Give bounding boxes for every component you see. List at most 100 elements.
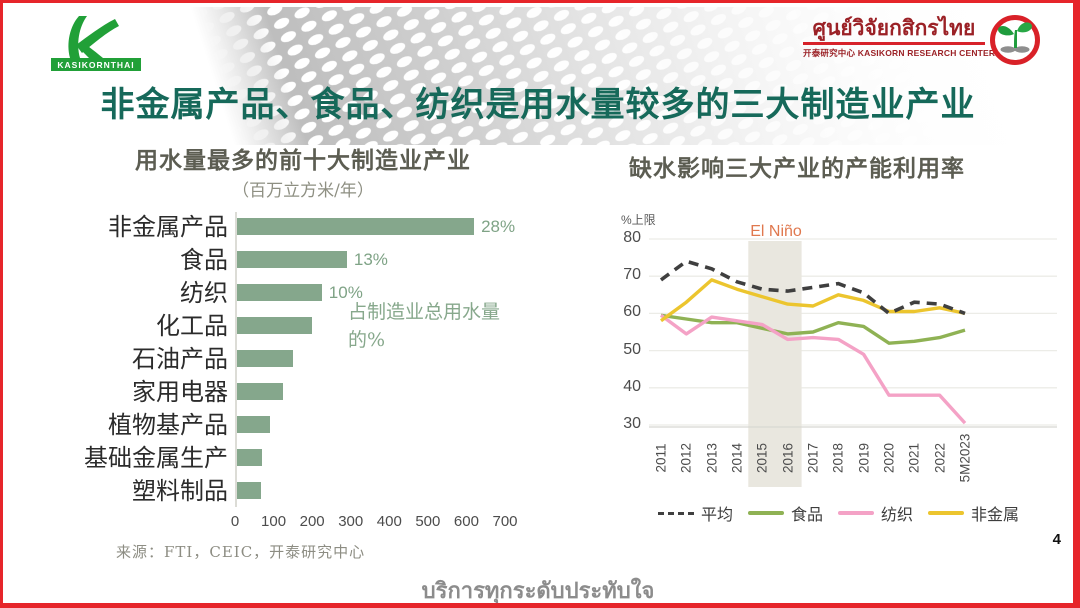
k-glyph-icon	[68, 16, 119, 58]
legend: 平均 食品 纺织 非金属	[601, 501, 1073, 525]
bar-xaxis: 0 100 200 300 400 500 600 700	[58, 507, 548, 533]
bar-category-label: 植物基产品	[108, 410, 228, 439]
series-食品	[660, 313, 966, 345]
bar-category-label: 基础金属生产	[84, 443, 228, 472]
y-tick-label: 60	[623, 303, 641, 321]
legend-line-sample	[928, 511, 965, 515]
bar	[235, 218, 475, 235]
x-tick-label: 200	[299, 513, 325, 530]
bar-annotation: 占制造业总用水量的%	[348, 301, 501, 351]
line-plot	[649, 238, 1057, 487]
series-平均	[659, 259, 966, 316]
el-nino-band	[748, 241, 802, 487]
bar-row: 石油产品	[58, 342, 548, 375]
bar-track: 13%	[235, 250, 535, 270]
bar-chart-title: 用水量最多的前十大制造业产业	[135, 147, 471, 174]
legend-label: 非金属	[971, 507, 1020, 524]
y-tick-label: 40	[623, 377, 641, 395]
bar-track: 28%	[235, 217, 535, 237]
bar	[235, 416, 270, 433]
x-tick-label: 400	[376, 513, 402, 530]
bar-track	[235, 449, 535, 466]
x-tick-label: 2019	[856, 442, 872, 474]
slide-title: 非金属产品、食品、纺织是用水量较多的三大制造业产业	[100, 85, 976, 125]
legend-label: 纺织	[881, 507, 914, 524]
bar-value-label: 28%	[481, 216, 516, 236]
bar-track	[235, 317, 535, 334]
x-tick-label: 2012	[678, 442, 694, 474]
bar-row: 纺织 10%	[58, 276, 548, 309]
bar	[235, 251, 347, 268]
sprout-emblem-icon	[990, 15, 1040, 65]
x-tick-label: 2018	[830, 442, 846, 474]
bar-track: 10%	[235, 283, 535, 303]
bar-value-label: 13%	[353, 249, 388, 269]
x-tick-label: 2016	[780, 442, 796, 474]
x-tick-label: 2020	[881, 442, 897, 474]
bar-row: 家用电器	[58, 375, 548, 408]
line-chart: 缺水影响三大产业的产能利用率 %上限 El Niño 30 40 50 60 70 80 …	[601, 149, 1073, 549]
bar-axis-line	[235, 212, 237, 507]
bar-category-label: 食品	[180, 245, 228, 274]
bar-track	[235, 383, 535, 400]
bar-category-label: 塑料制品	[132, 476, 228, 505]
y-tick-label: 30	[623, 415, 641, 432]
bar-track	[235, 350, 535, 367]
footer-slogan: บริการทุกระดับประทับใจ	[421, 578, 655, 603]
y-tick-label: 70	[623, 266, 641, 284]
legend-line-sample	[657, 511, 694, 515]
bar-row: 化工品	[58, 309, 548, 342]
x-tick-label: 0	[230, 513, 240, 530]
bar	[235, 284, 322, 301]
page-number: 4	[1052, 531, 1061, 548]
x-tick-label: 500	[415, 513, 441, 530]
research-center-subtitle: 开泰研究中心 KASIKORN RESEARCH CENTER	[803, 48, 996, 59]
bar-chart: 用水量最多的前十大制造业产业 （百万立方米/年） 非金属产品 28% 食品 13% 纺织…	[58, 141, 548, 561]
bar	[235, 482, 261, 499]
bar-row: 植物基产品	[58, 408, 548, 441]
bar-category-label: 纺织	[180, 278, 228, 307]
x-tick-label: 2014	[729, 442, 745, 474]
x-tick-label: 100	[261, 513, 287, 530]
bar-row: 塑料制品	[58, 474, 548, 507]
bar	[235, 449, 262, 466]
x-tick-label: 2017	[805, 442, 821, 474]
bar-row: 非金属产品 28%	[58, 210, 548, 243]
kasikornthai-logo-label: KASIKORNTHAI	[57, 60, 134, 70]
x-tick-label: 600	[453, 513, 479, 530]
legend-item: 非金属	[928, 501, 1019, 525]
bar-category-label: 非金属产品	[108, 212, 228, 241]
bar-category-label: 石油产品	[132, 344, 228, 373]
series-纺织	[659, 313, 967, 425]
bar-chart-subtitle: （百万立方米/年）	[232, 181, 374, 201]
legend-line-sample	[838, 511, 874, 515]
x-tick-label: 2013	[704, 442, 720, 474]
research-center-thai-name: ศูนย์วิจัยกสิกรไทย	[812, 17, 976, 40]
bar-category-label: 化工品	[156, 311, 228, 340]
x-tick-label: 2015	[754, 442, 770, 474]
bar-row: 食品 13%	[58, 243, 548, 276]
legend-item: 食品	[747, 501, 823, 525]
bar-category-label: 家用电器	[132, 377, 228, 406]
legend-label: 平均	[700, 507, 733, 524]
x-tick-label: 2011	[653, 443, 669, 473]
y-tick-label: 50	[623, 340, 641, 358]
legend-line-sample	[747, 511, 784, 515]
line-chart-title: 缺水影响三大产业的产能利用率	[629, 155, 965, 182]
halftone-pattern	[133, 7, 1023, 145]
red-rule	[803, 42, 985, 46]
x-tick-label: 5M2023	[957, 433, 973, 483]
x-tick-label: 2022	[932, 442, 948, 474]
source-note: 来源：FTI，CEIC，开泰研究中心	[116, 543, 366, 561]
bar	[235, 350, 293, 367]
y-axis-label: %上限	[621, 213, 656, 227]
bar-track	[235, 416, 535, 433]
el-nino-label: El Niño	[750, 223, 802, 240]
bar-rows: 非金属产品 28% 食品 13% 纺织 10% 化工品石油产品家用电器植物基产品基础金属生产…	[58, 210, 548, 507]
y-tick-label: 80	[623, 229, 641, 246]
series-非金属	[659, 278, 966, 323]
bar	[235, 383, 284, 400]
bar-row: 基础金属生产	[58, 441, 548, 474]
legend-item: 纺织	[838, 501, 913, 525]
bar	[235, 317, 313, 334]
